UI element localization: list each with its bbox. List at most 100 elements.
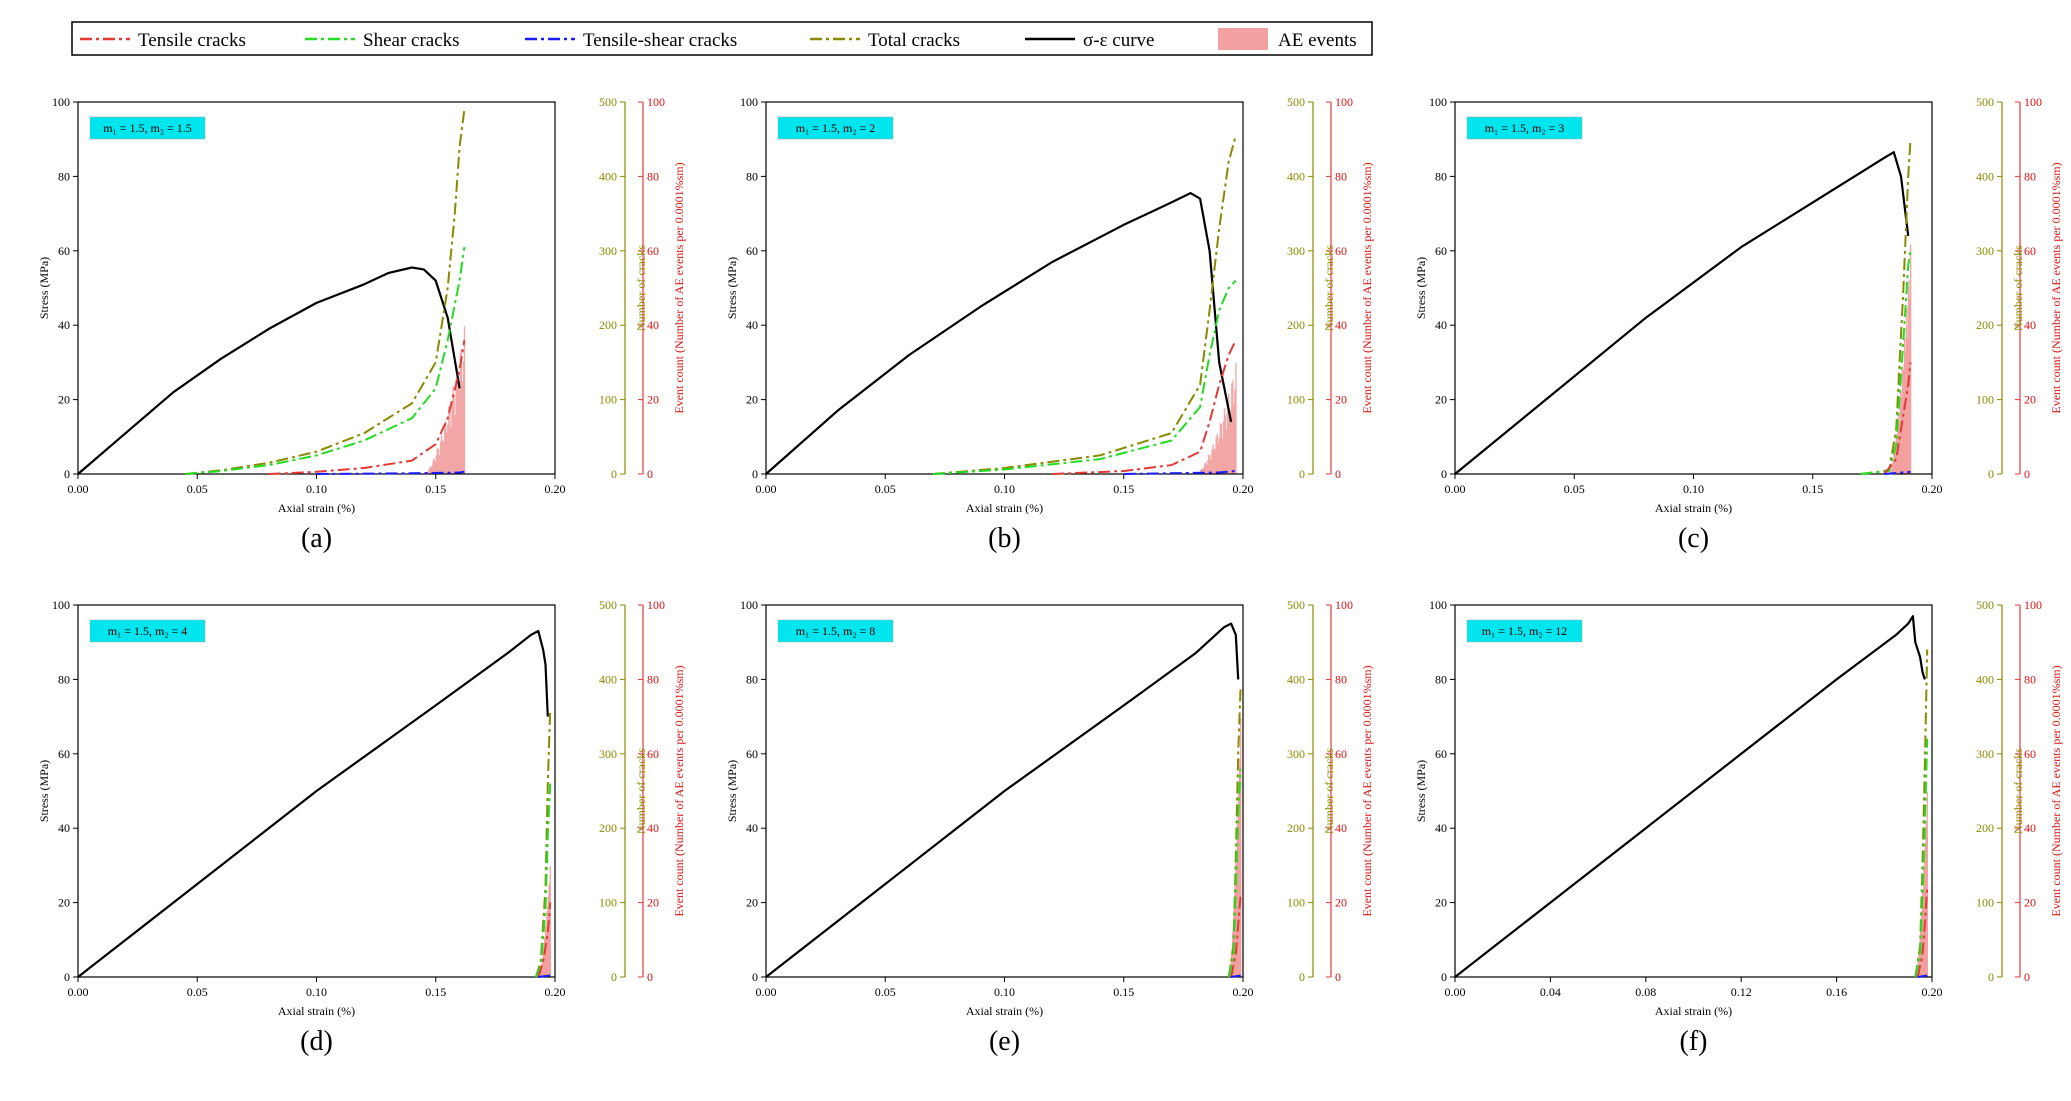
x-axis-label: Axial strain (%) (966, 1004, 1043, 1018)
ae-bar (1215, 437, 1217, 474)
events-tick-label: 0 (2024, 467, 2030, 481)
ae-bar (438, 455, 441, 474)
stress-tick-label: 20 (746, 896, 758, 910)
events-tick-label: 40 (2024, 821, 2036, 835)
series-total (932, 135, 1237, 475)
cracks-tick-label: 500 (1976, 598, 1994, 612)
cracks-tick-label: 200 (1976, 821, 1994, 835)
cracks-tick-label: 0 (611, 970, 617, 984)
x-tick-label: 0.05 (875, 482, 896, 496)
cracks-axis-label: Number of cracks (1322, 245, 1336, 331)
ae-bar (1218, 437, 1221, 474)
events-tick-label: 60 (647, 244, 659, 258)
ae-bar (440, 434, 443, 474)
events-tick-label: 80 (1335, 169, 1347, 183)
ae-bar (454, 415, 456, 474)
ae-bar (431, 465, 433, 474)
events-tick-label: 80 (1335, 672, 1347, 686)
parameter-tag: m₁ = 1.5, m₂ = 1.5 (103, 121, 192, 135)
events-tick-label: 60 (1335, 747, 1347, 761)
cracks-tick-label: 200 (599, 821, 617, 835)
plot-frame (1454, 604, 1933, 978)
cracks-tick-label: 500 (1287, 95, 1305, 109)
ae-bar (1217, 442, 1219, 474)
stress-tick-label: 0 (752, 970, 758, 984)
ae-bar (453, 395, 455, 474)
cracks-tick-label: 0 (1988, 467, 1994, 481)
cracks-tick-label: 100 (1287, 896, 1305, 910)
series-total (1914, 649, 1929, 978)
cracks-tick-label: 400 (1287, 672, 1305, 686)
ae-bar (439, 441, 442, 474)
ae-bar (449, 407, 451, 474)
ae-bar (457, 386, 459, 474)
stress-tick-label: 80 (1435, 169, 1447, 183)
x-tick-label: 0.05 (187, 985, 208, 999)
x-tick-label: 0.20 (1233, 985, 1254, 999)
stress-tick-label: 0 (64, 467, 70, 481)
parameter-tag-box (1466, 116, 1583, 140)
ae-bar (445, 420, 447, 474)
x-tick-label: 0.10 (1683, 482, 1704, 496)
panel-1: 0 20 40 60 80 100 0 100 200 300 400 500 0 20 40 60 80 100… (725, 95, 1374, 554)
x-tick-label: 0.00 (1445, 985, 1466, 999)
ae-bar (1234, 389, 1236, 474)
events-axis-label: Event count (Number of AE events per 0.0… (1360, 162, 1374, 413)
stress-axis-label: Stress (MPa) (725, 760, 739, 822)
events-tick-label: 0 (1335, 467, 1341, 481)
ae-bar (1220, 423, 1223, 474)
stress-tick-label: 60 (58, 747, 70, 761)
cracks-tick-label: 100 (1287, 393, 1305, 407)
ae-bar (446, 432, 448, 474)
panel-letter: (e) (989, 1026, 1020, 1057)
series-tensile (537, 902, 552, 978)
ae-bar (428, 468, 430, 474)
events-axis-label: Event count (Number of AE events per 0.0… (2049, 162, 2063, 413)
legend-label-total: Total cracks (868, 30, 960, 51)
cracks-axis-label: Number of cracks (634, 245, 648, 331)
stress-tick-label: 80 (746, 169, 758, 183)
panels: 0204060801000100200300400500020406080100… (37, 95, 2063, 1057)
stress-tick-label: 80 (1435, 672, 1447, 686)
stress-tick-label: 40 (746, 318, 758, 332)
x-tick-label: 0.05 (1564, 482, 1585, 496)
series-tensile-shear (1884, 470, 1911, 475)
events-tick-label: 0 (647, 467, 653, 481)
x-tick-label: 0.05 (187, 482, 208, 496)
events-tick-label: 20 (2024, 896, 2036, 910)
cracks-tick-label: 100 (599, 393, 617, 407)
cracks-tick-label: 500 (599, 598, 617, 612)
cracks-tick-label: 100 (1976, 896, 1994, 910)
ae-bar (427, 471, 429, 474)
parameter-tag: m₁ = 1.5, m₂ = 8 (796, 624, 876, 638)
x-tick-label: 0.00 (756, 482, 777, 496)
events-tick-label: 40 (647, 318, 659, 332)
events-tick-label: 60 (2024, 244, 2036, 258)
panel-3: 0 20 40 60 80 100 0 100 200 300 400 500 0 20 40 60 80 100… (37, 598, 686, 1057)
series-shear (932, 279, 1237, 475)
plot-frame (765, 101, 1244, 475)
x-tick-label: 0.20 (1922, 985, 1943, 999)
x-tick-label: 0.10 (306, 985, 327, 999)
series-stress (77, 266, 461, 475)
x-axis-label: Axial strain (%) (278, 1004, 355, 1018)
series-stress (765, 622, 1240, 978)
ae-bar (1208, 454, 1210, 474)
events-tick-label: 20 (647, 896, 659, 910)
ae-bar (435, 455, 438, 474)
ae-bar (1226, 403, 1229, 474)
plot-frame (1454, 101, 1933, 475)
ae-bar (1222, 421, 1225, 474)
stress-tick-label: 0 (1441, 467, 1447, 481)
ae-bar (1221, 439, 1224, 474)
ae-bar (437, 448, 440, 474)
events-tick-label: 100 (1335, 598, 1353, 612)
x-tick-label: 0.20 (1922, 482, 1943, 496)
stress-tick-label: 100 (740, 598, 758, 612)
series-tensile-shear (1123, 470, 1236, 475)
cracks-tick-label: 200 (1976, 318, 1994, 332)
series-shear (1227, 768, 1242, 978)
x-tick-label: 0.10 (994, 985, 1015, 999)
ae-bar (456, 366, 458, 474)
ae-bar (1209, 455, 1211, 474)
